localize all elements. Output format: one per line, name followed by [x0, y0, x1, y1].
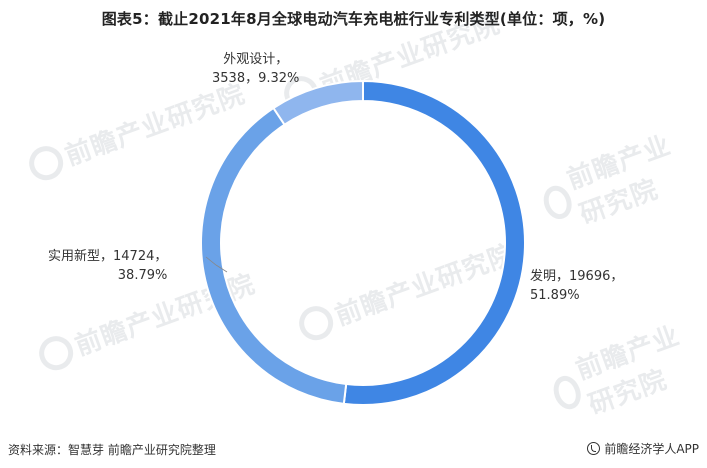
slice-invention — [342, 79, 526, 406]
slice-design — [272, 79, 364, 127]
source-note: 资料来源：智慧芽 前瞻产业研究院整理 — [8, 443, 216, 457]
slice-label-invention: 发明，19696， 51.89% — [530, 267, 623, 305]
brand-logo-icon — [587, 442, 601, 455]
slice-label-line: 3538，9.32% — [212, 71, 300, 86]
brand: 前瞻经济学人APP — [587, 440, 699, 457]
slice-label-line: 实用新型，14724， — [48, 249, 168, 264]
chart-title: 图表5：截止2021年8月全球电动汽车充电桩行业专利类型(单位：项，%) — [101, 10, 606, 28]
slice-utility-model — [200, 106, 348, 405]
slice-label-utility: 实用新型，14724， 38.79% — [48, 247, 167, 285]
slice-label-line: 发明，19696， — [530, 269, 624, 284]
slice-label-line: 38.79% — [117, 268, 168, 283]
slice-label-line: 外观设计， — [223, 52, 289, 67]
slice-label-line: 51.89% — [530, 288, 580, 303]
slice-label-design: 外观设计， 3538，9.32% — [212, 50, 299, 88]
leader-line — [205, 256, 228, 273]
brand-text: 前瞻经济学人APP — [604, 442, 699, 456]
